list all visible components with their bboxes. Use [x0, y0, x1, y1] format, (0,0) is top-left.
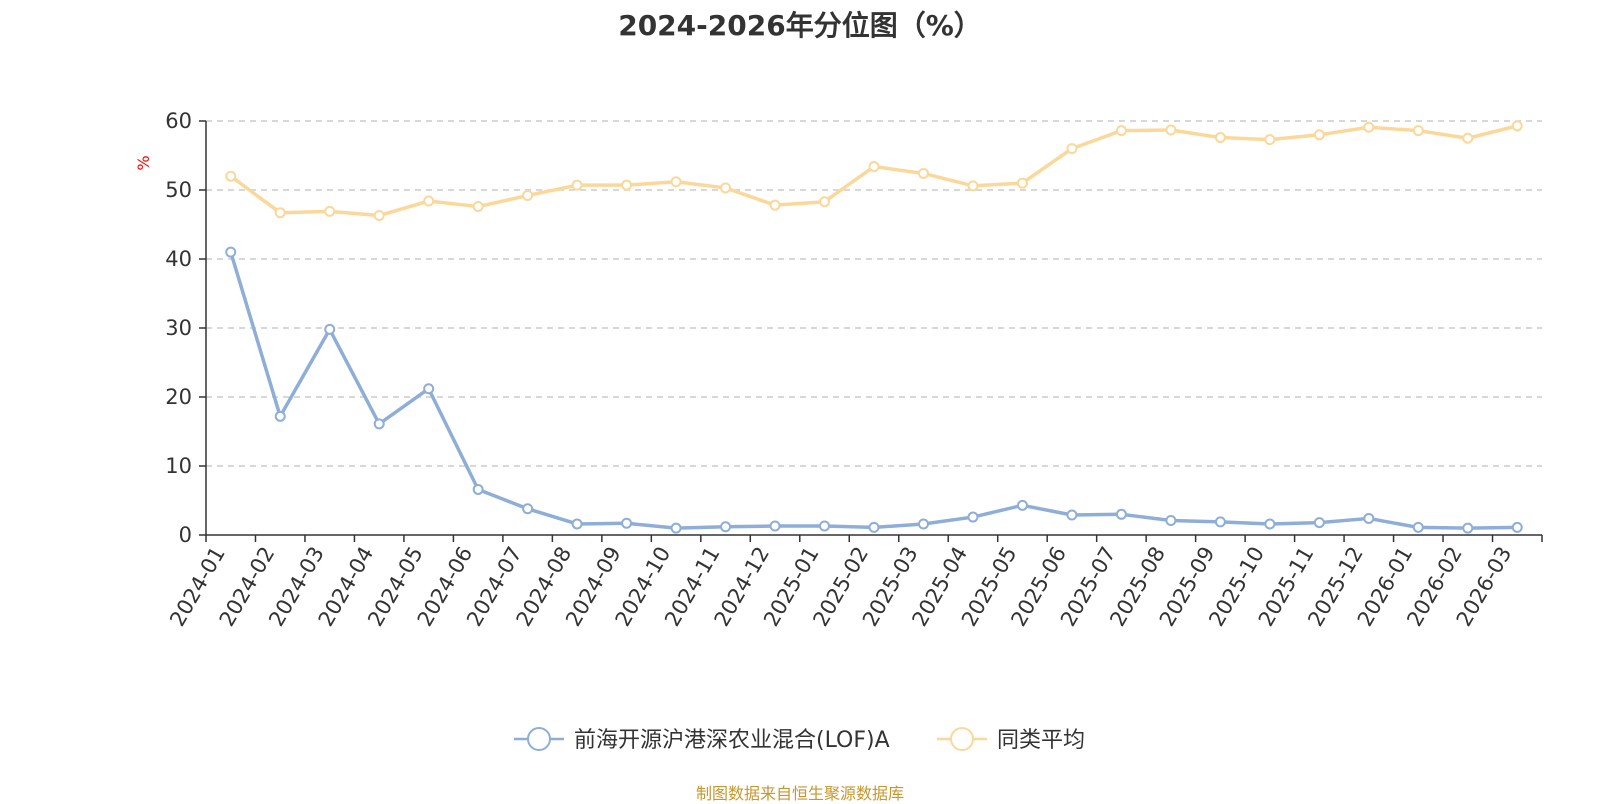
- series-2-point: [769, 199, 781, 211]
- series-2-point: [522, 190, 534, 202]
- series-1-point: [274, 410, 286, 422]
- series-1-point: [1066, 509, 1078, 521]
- series-1-point: [373, 418, 385, 430]
- series-1-point: [1511, 521, 1523, 533]
- y-tick-label: 40: [165, 247, 192, 271]
- legend-swatch-marker: [527, 727, 551, 751]
- y-tick-label: 20: [165, 385, 192, 409]
- series-1-point: [868, 521, 880, 533]
- series-1-point: [571, 518, 583, 530]
- series-1-point: [1462, 522, 1474, 534]
- series-1-point: [1313, 517, 1325, 529]
- series-1-point: [769, 520, 781, 532]
- series-2-point: [571, 179, 583, 191]
- series-1-point: [324, 323, 336, 335]
- y-tick-label: 0: [179, 523, 192, 547]
- y-tick-label: 30: [165, 316, 192, 340]
- chart-title: 2024-2026年分位图（%）: [618, 9, 982, 42]
- series-1-point: [670, 522, 682, 534]
- series-2-point: [1165, 124, 1177, 136]
- series-1-point: [472, 483, 484, 495]
- series-1-point: [819, 520, 831, 532]
- series-2-point: [225, 170, 237, 182]
- series-2-point: [274, 207, 286, 219]
- series-1-point: [621, 517, 633, 529]
- series-1-point: [1363, 512, 1375, 524]
- series-2-point: [670, 176, 682, 188]
- series-1-point: [1412, 521, 1424, 533]
- series-2-point: [472, 201, 484, 213]
- series-1-point: [1115, 508, 1127, 520]
- series-1-point: [423, 383, 435, 395]
- series-2-point: [967, 180, 979, 192]
- y-tick-label: 50: [165, 178, 192, 202]
- series-2-point: [868, 161, 880, 173]
- series-1-point: [720, 521, 732, 533]
- series-2-point: [373, 210, 385, 222]
- series-2-point: [1313, 129, 1325, 141]
- legend-label: 同类平均: [997, 728, 1085, 753]
- series-2-point: [1462, 132, 1474, 144]
- series-1-point: [1165, 515, 1177, 527]
- series-1-point: [225, 246, 237, 258]
- y-axis-label: %: [134, 155, 153, 170]
- data-source-footer: 制图数据来自恒生聚源数据库: [695, 784, 904, 803]
- series-2-point: [1214, 132, 1226, 144]
- series-1-point: [1264, 518, 1276, 530]
- series-2-point: [1511, 120, 1523, 132]
- series-2-point: [1066, 143, 1078, 155]
- y-tick-label: 60: [165, 109, 192, 133]
- series-1-point: [917, 518, 929, 530]
- series-1-point: [522, 503, 534, 515]
- series-2-point: [324, 205, 336, 217]
- legend-swatch-marker: [950, 727, 974, 751]
- series-2-point: [1115, 125, 1127, 137]
- series-1-point: [967, 511, 979, 523]
- series-2-point: [819, 196, 831, 208]
- series-2-point: [1264, 134, 1276, 146]
- series-2-point: [423, 195, 435, 207]
- series-2-point: [621, 179, 633, 191]
- legend-label: 前海开源沪港深农业混合(LOF)A: [574, 728, 890, 753]
- series-1-point: [1016, 499, 1028, 511]
- series-2-point: [1016, 177, 1028, 189]
- series-2-point: [917, 167, 929, 179]
- series-2-point: [720, 182, 732, 194]
- series-2-point: [1363, 121, 1375, 133]
- series-2-point: [1412, 125, 1424, 137]
- series-1-point: [1214, 516, 1226, 528]
- y-tick-label: 10: [165, 454, 192, 478]
